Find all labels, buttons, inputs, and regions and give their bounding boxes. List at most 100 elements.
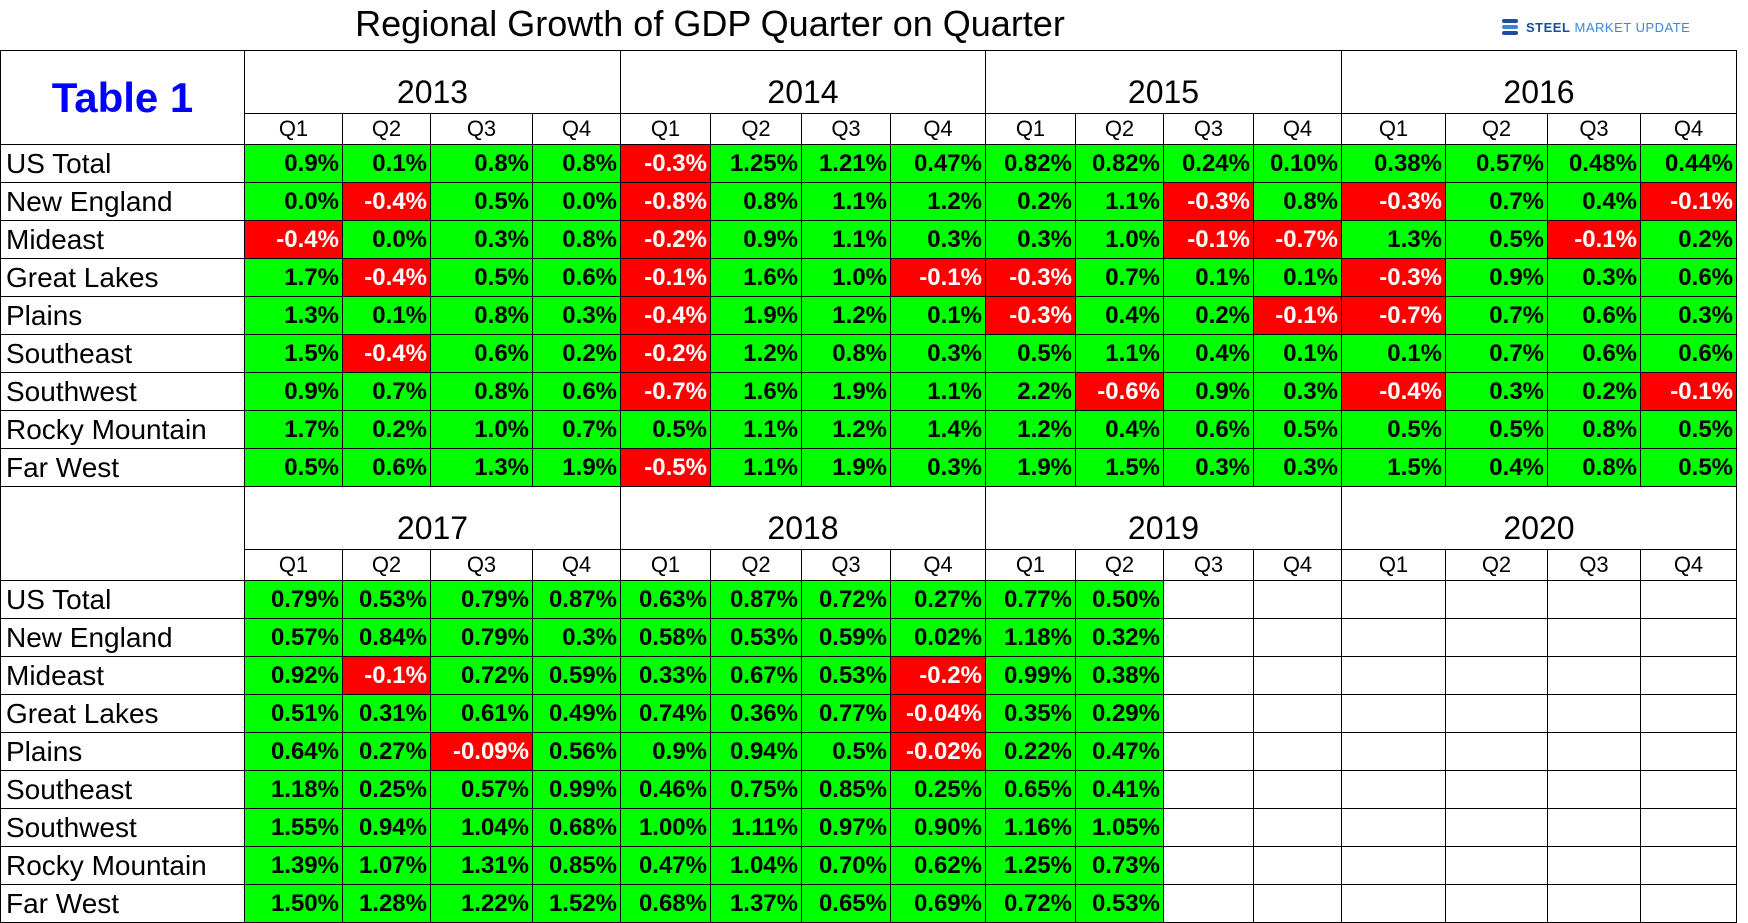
value-cell: 0.94% — [710, 732, 802, 771]
value-cell: 0.4% — [1445, 448, 1548, 487]
value-cell: -0.02% — [890, 732, 986, 771]
value-cell: -0.1% — [342, 656, 431, 695]
value-cell: -0.1% — [1163, 220, 1254, 259]
value-cell: 0.82% — [1075, 144, 1164, 183]
value-cell: 0.92% — [244, 656, 343, 695]
empty-cell — [1547, 884, 1641, 923]
value-cell: -0.3% — [985, 258, 1076, 297]
value-cell: 0.7% — [1075, 258, 1164, 297]
value-cell: 0.6% — [1163, 410, 1254, 449]
value-cell: 0.8% — [532, 144, 621, 183]
value-cell: 0.44% — [1640, 144, 1737, 183]
value-cell: 0.7% — [1445, 182, 1548, 221]
value-cell: 0.9% — [620, 732, 711, 771]
value-cell: 0.57% — [244, 618, 343, 657]
value-cell: -0.2% — [620, 334, 711, 373]
quarter-header-q1: Q1 — [985, 113, 1076, 145]
empty-cell — [1445, 694, 1548, 733]
empty-cell — [1253, 808, 1342, 847]
empty-cell — [1253, 846, 1342, 885]
value-cell: 0.9% — [1163, 372, 1254, 411]
quarter-header-q4: Q4 — [532, 113, 621, 145]
value-cell: 0.5% — [985, 334, 1076, 373]
value-cell: 0.61% — [430, 694, 533, 733]
empty-cell — [1640, 846, 1737, 885]
value-cell: 0.8% — [532, 220, 621, 259]
value-cell: 0.8% — [1547, 448, 1641, 487]
value-cell: 0.53% — [710, 618, 802, 657]
value-cell: 0.82% — [985, 144, 1076, 183]
quarter-header-q3: Q3 — [1547, 113, 1641, 145]
value-cell: -0.7% — [1341, 296, 1446, 335]
value-cell: 0.53% — [801, 656, 891, 695]
region-label: Great Lakes — [0, 258, 245, 297]
value-cell: 1.0% — [801, 258, 891, 297]
value-cell: 0.31% — [342, 694, 431, 733]
region-label: New England — [0, 182, 245, 221]
region-label: New England — [0, 618, 245, 657]
value-cell: -0.1% — [890, 258, 986, 297]
quarter-header-q1: Q1 — [1341, 549, 1446, 581]
value-cell: 0.1% — [890, 296, 986, 335]
value-cell: 1.37% — [710, 884, 802, 923]
value-cell: 0.9% — [244, 144, 343, 183]
table-row: US Total 0.79% 0.53% 0.79% 0.87% 0.63% 0.87% 0.… — [0, 580, 1737, 619]
value-cell: 0.53% — [342, 580, 431, 619]
value-cell: 1.9% — [532, 448, 621, 487]
value-cell: 0.4% — [1547, 182, 1641, 221]
empty-cell — [1341, 732, 1446, 771]
value-cell: 0.51% — [244, 694, 343, 733]
empty-cell — [1341, 580, 1446, 619]
region-label: Mideast — [0, 220, 245, 259]
value-cell: 0.38% — [1341, 144, 1446, 183]
value-cell: 0.5% — [1341, 410, 1446, 449]
value-cell: 0.90% — [890, 808, 986, 847]
value-cell: 0.6% — [1547, 334, 1641, 373]
value-cell: 0.3% — [890, 334, 986, 373]
value-cell: 0.85% — [532, 846, 621, 885]
value-cell: 0.99% — [532, 770, 621, 809]
value-cell: 0.99% — [985, 656, 1076, 695]
empty-cell — [1640, 656, 1737, 695]
region-label: Southwest — [0, 808, 245, 847]
year-header-2016: 2016 — [1341, 50, 1737, 114]
value-cell: 0.46% — [620, 770, 711, 809]
value-cell: 1.2% — [985, 410, 1076, 449]
steel-market-update-logo: STEEL MARKET UPDATE — [1500, 14, 1690, 40]
empty-cell — [1445, 884, 1548, 923]
empty-cell — [1445, 846, 1548, 885]
empty-cell — [1640, 618, 1737, 657]
year-header-2018: 2018 — [620, 486, 986, 550]
value-cell: 0.7% — [1445, 296, 1548, 335]
value-cell: 0.6% — [1547, 296, 1641, 335]
value-cell: 0.75% — [710, 770, 802, 809]
empty-cell — [1640, 808, 1737, 847]
quarter-header-q4: Q4 — [532, 549, 621, 581]
region-label: Rocky Mountain — [0, 410, 245, 449]
empty-cell — [1445, 732, 1548, 771]
corner-cell — [0, 486, 245, 581]
value-cell: 0.8% — [430, 144, 533, 183]
value-cell: 1.2% — [801, 410, 891, 449]
value-cell: 0.79% — [430, 580, 533, 619]
value-cell: 0.3% — [1547, 258, 1641, 297]
value-cell: 0.94% — [342, 808, 431, 847]
empty-cell — [1163, 770, 1254, 809]
value-cell: 0.5% — [430, 258, 533, 297]
region-label: Far West — [0, 448, 245, 487]
quarter-header-q1: Q1 — [985, 549, 1076, 581]
value-cell: -0.09% — [430, 732, 533, 771]
value-cell: 0.72% — [430, 656, 533, 695]
quarter-header-q4: Q4 — [890, 113, 986, 145]
value-cell: -0.8% — [620, 182, 711, 221]
empty-cell — [1163, 732, 1254, 771]
value-cell: 0.63% — [620, 580, 711, 619]
year-header-2015: 2015 — [985, 50, 1342, 114]
value-cell: 0.8% — [710, 182, 802, 221]
value-cell: 1.1% — [890, 372, 986, 411]
value-cell: 0.3% — [532, 296, 621, 335]
empty-cell — [1547, 694, 1641, 733]
value-cell: 0.5% — [430, 182, 533, 221]
empty-cell — [1640, 732, 1737, 771]
